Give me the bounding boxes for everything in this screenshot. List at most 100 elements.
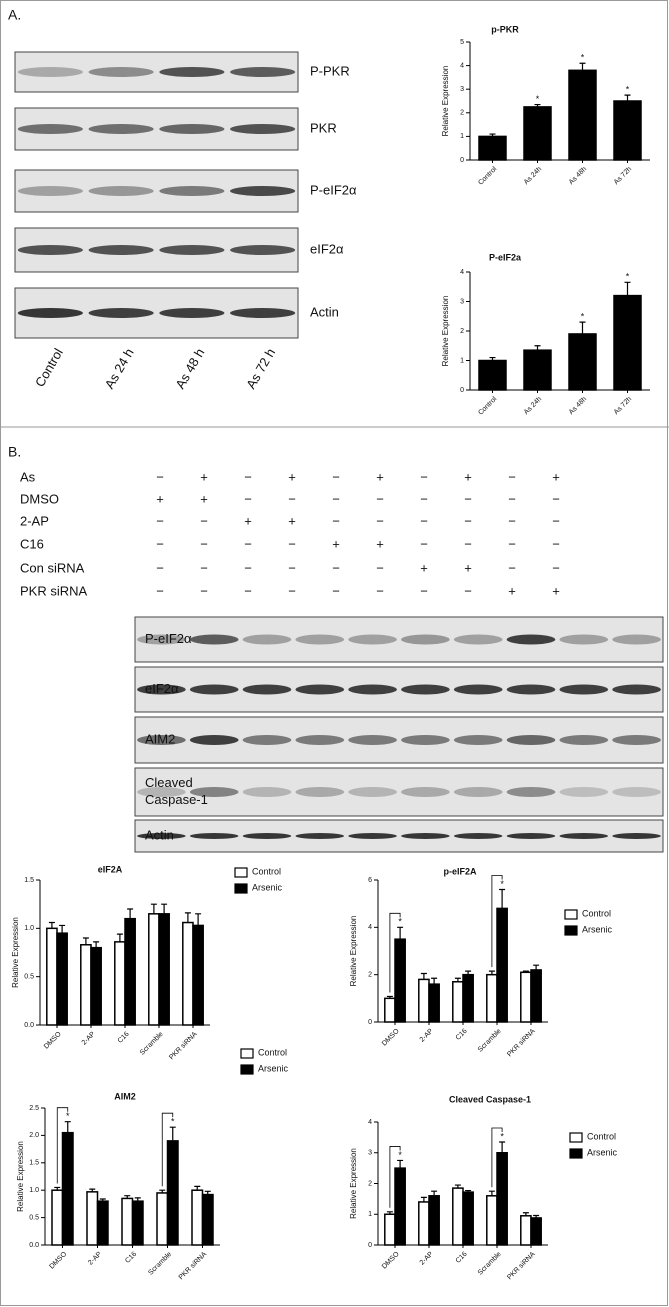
bar [530, 1217, 542, 1246]
blot-band [506, 735, 556, 745]
blot-band [159, 67, 225, 77]
significance-mark: * [66, 1111, 70, 1121]
treatment-sign: − [244, 469, 252, 484]
treatment-sign: − [376, 513, 384, 528]
y-tick-label: 3 [368, 1150, 372, 1157]
blot-band [453, 684, 503, 695]
treatment-sign: + [200, 491, 208, 506]
blot-band [17, 245, 83, 255]
error-bar [116, 933, 123, 942]
error-bar [431, 977, 438, 985]
bar [478, 135, 507, 161]
legend-label: Control [582, 908, 611, 918]
blot-band [230, 186, 296, 196]
blot-band [295, 787, 345, 797]
legend-label: Arsenic [258, 1063, 289, 1073]
blot-band [506, 787, 556, 797]
treatment-sign: + [552, 583, 560, 598]
legend-swatch [234, 883, 248, 894]
error-bar [127, 908, 134, 919]
legend-swatch [564, 909, 578, 920]
blot-band [295, 684, 345, 695]
bar [478, 359, 507, 391]
blot-band [401, 787, 450, 797]
bar [428, 983, 440, 1023]
significance-mark: * [171, 1117, 175, 1127]
bar [191, 1189, 204, 1246]
legend-swatch [240, 1048, 254, 1059]
legend-label: Control [252, 866, 281, 876]
y-tick-label: 6 [368, 877, 372, 884]
blot-band [159, 245, 225, 255]
legend-label: Arsenic [587, 1147, 618, 1157]
treatment-label: C16 [20, 536, 44, 551]
treatment-sign: − [420, 513, 428, 528]
blot-label: eIF2α [145, 681, 179, 696]
legend-swatch [564, 925, 578, 936]
bar [452, 981, 464, 1023]
y-axis-label: Relative Expression [16, 1141, 25, 1212]
treatment-sign: + [244, 513, 252, 528]
blot-band [189, 833, 239, 839]
treatment-sign: − [200, 560, 208, 575]
treatment-label: Con siRNA [20, 560, 85, 575]
error-bar [204, 1190, 211, 1195]
bar [568, 333, 597, 391]
blot-band [189, 684, 239, 695]
blot-band [159, 124, 225, 134]
treatment-sign: − [508, 469, 516, 484]
blot-band [137, 684, 186, 695]
error-bar [431, 1190, 438, 1196]
blot-band [88, 186, 154, 196]
treatment-sign: − [156, 560, 164, 575]
blot-band [137, 833, 186, 839]
significance-bracket [491, 1127, 503, 1188]
y-tick-label: 0 [368, 1019, 372, 1026]
blot-label: Actin [310, 304, 339, 319]
error-bar [64, 1121, 71, 1133]
y-tick-label: 0 [368, 1242, 372, 1249]
blot-band [559, 787, 609, 797]
error-bar [194, 1185, 201, 1191]
treatment-sign: − [552, 491, 560, 506]
treatment-sign: − [332, 469, 340, 484]
chart-title: p-eIF2A [443, 866, 477, 876]
legend-label: Arsenic [582, 924, 613, 934]
bar [121, 1197, 134, 1246]
significance-mark: * [581, 53, 585, 63]
bar [496, 907, 508, 1023]
chart-title: AIM2 [114, 1091, 136, 1101]
blot-band [506, 634, 556, 645]
bar [394, 938, 406, 1023]
treatment-sign: + [420, 560, 428, 575]
bar [452, 1187, 464, 1246]
blot-band [230, 308, 296, 318]
bar [568, 69, 597, 161]
y-tick-label: 2.0 [29, 1132, 39, 1139]
blot-band [88, 245, 154, 255]
bar [462, 973, 474, 1023]
error-bar [397, 926, 404, 940]
blot-band [17, 124, 83, 134]
bar [486, 973, 498, 1023]
error-bar [465, 1189, 472, 1193]
treatment-sign: + [376, 536, 384, 551]
blot-band [453, 735, 503, 745]
treatment-sign: − [376, 560, 384, 575]
blot-label: PKR [310, 120, 337, 135]
blot-band [295, 634, 345, 645]
blot-label: Actin [145, 827, 174, 842]
blot-band [612, 735, 661, 745]
treatment-sign: − [332, 560, 340, 575]
error-bar [499, 1141, 506, 1153]
y-axis-label: Relative Expression [441, 296, 450, 367]
y-tick-label: 0.5 [29, 1214, 39, 1221]
significance-bracket [389, 1146, 401, 1208]
treatment-sign: + [288, 469, 296, 484]
y-tick-label: 4 [460, 62, 464, 69]
bar [124, 917, 136, 1026]
error-bar [579, 62, 586, 71]
bar [418, 1201, 430, 1246]
error-bar [161, 903, 168, 914]
